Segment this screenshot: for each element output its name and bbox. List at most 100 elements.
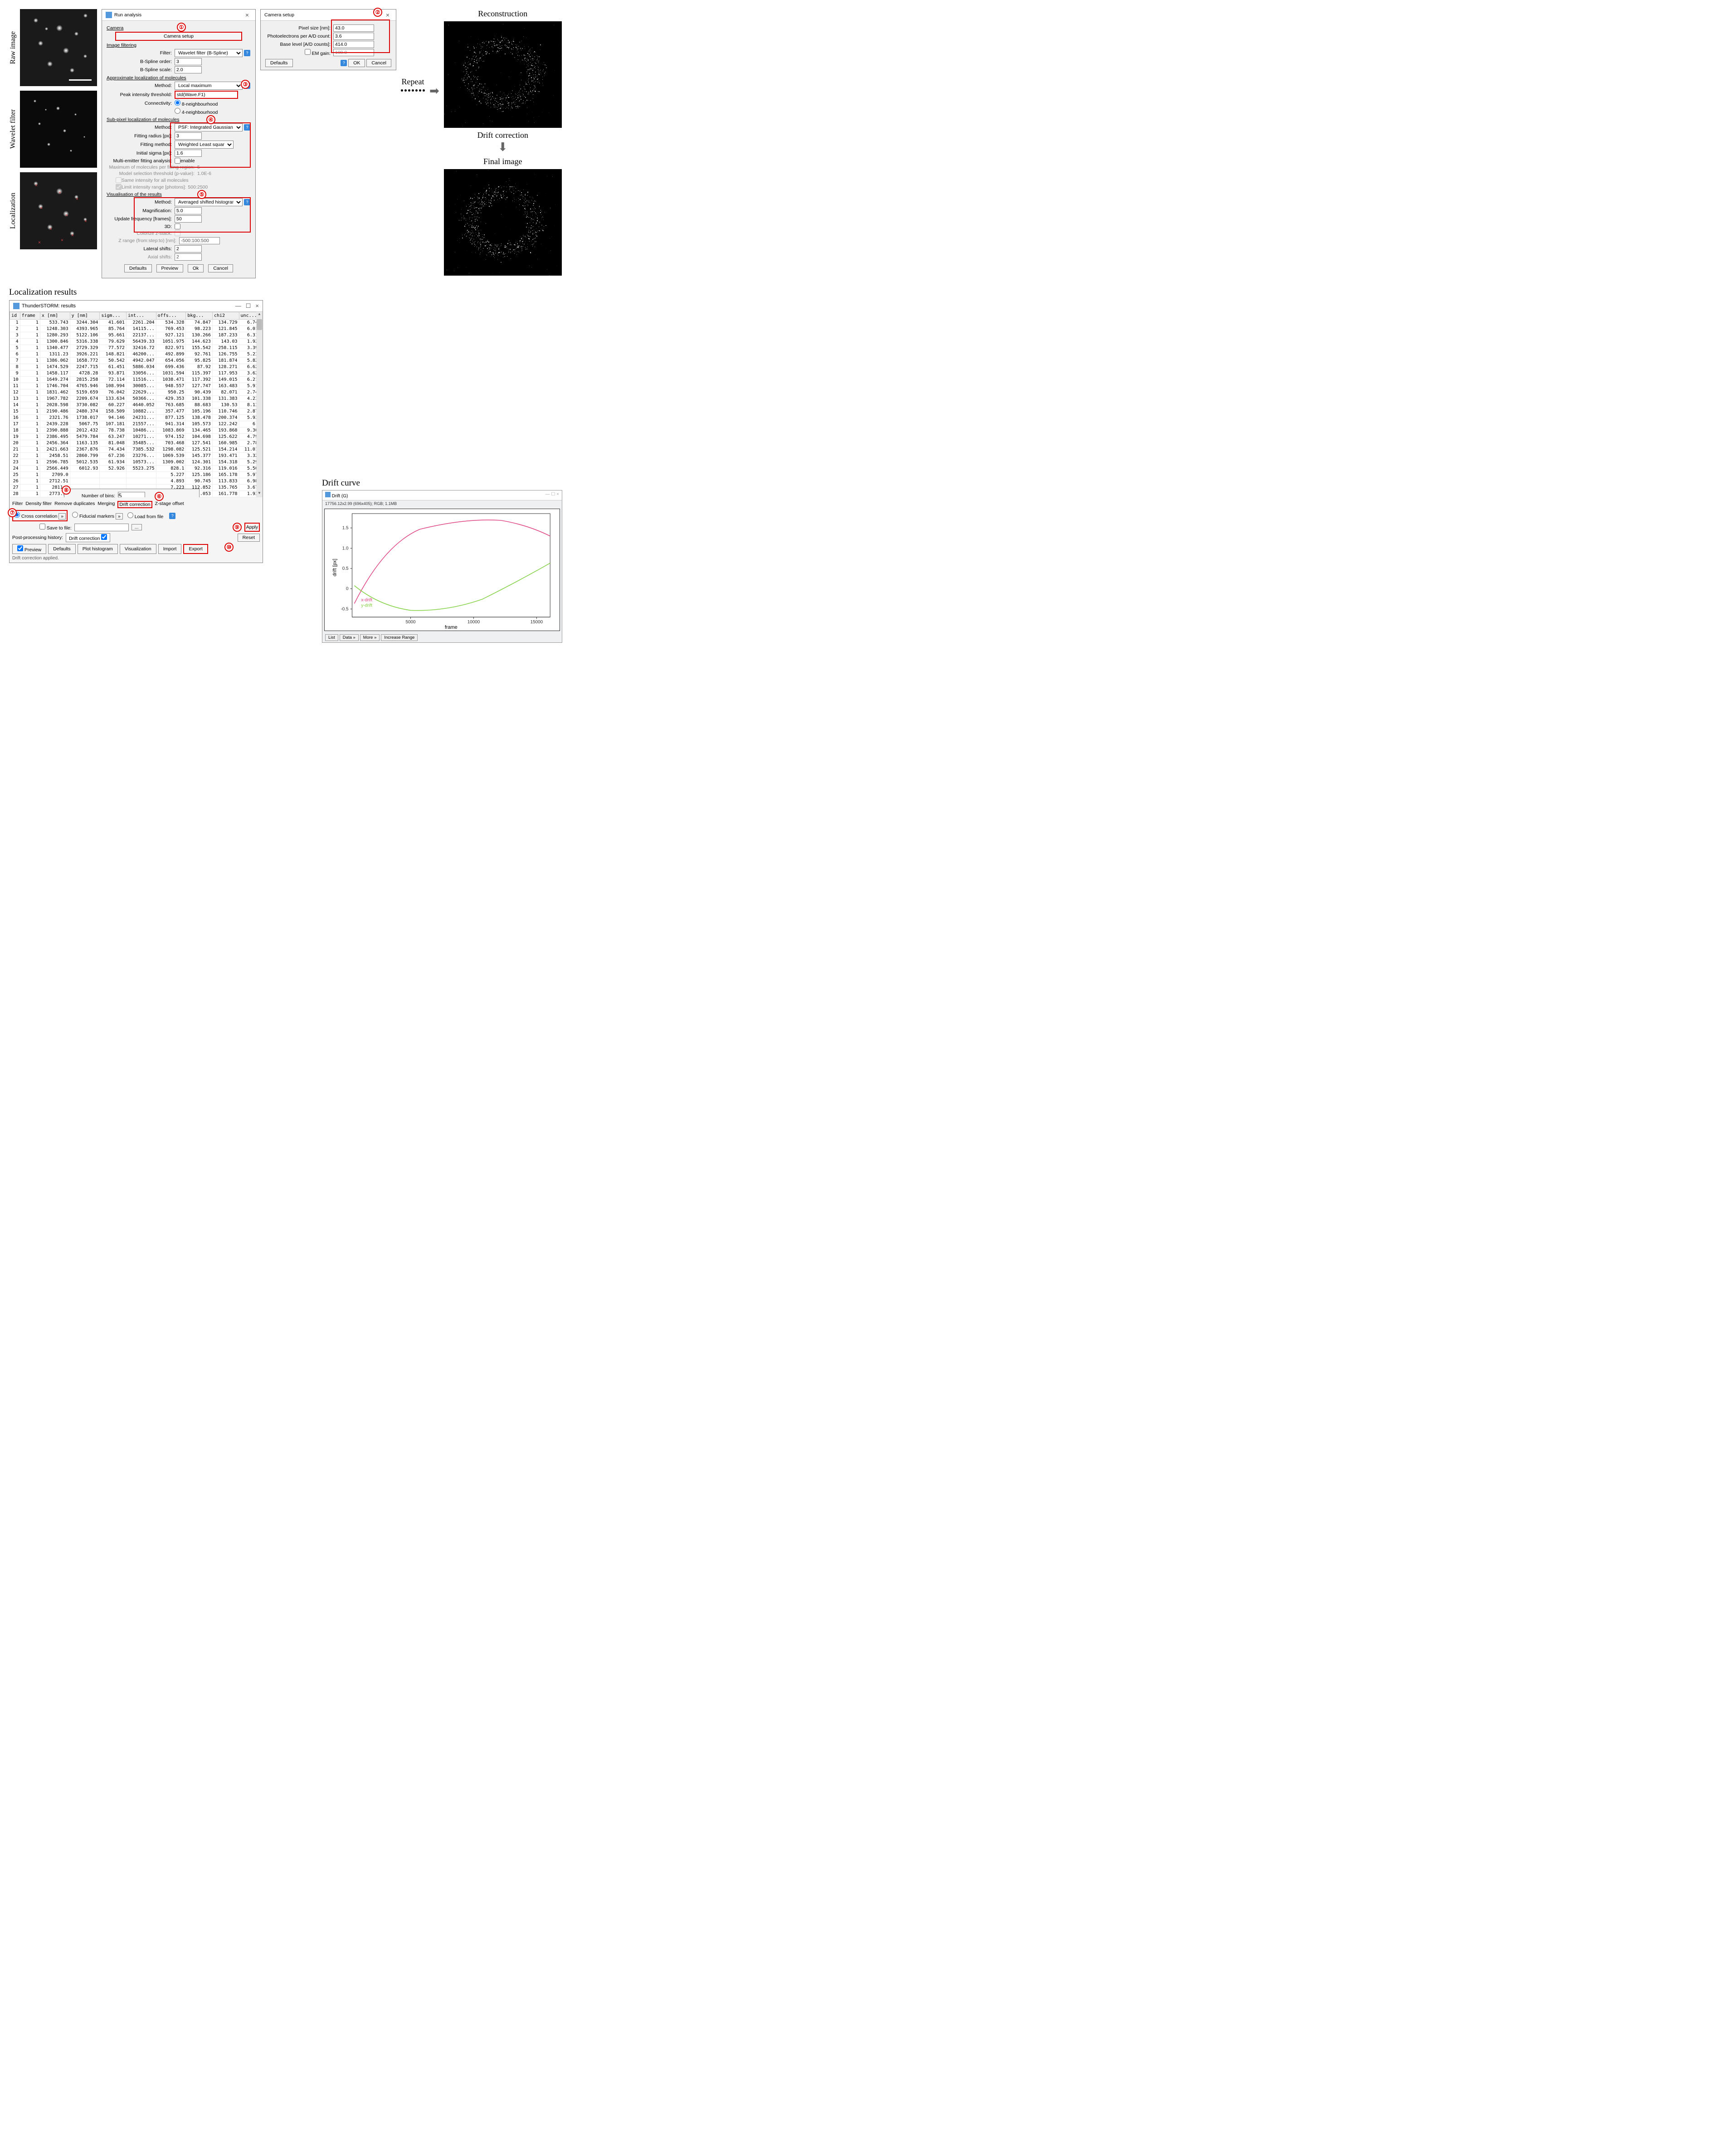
conn-8-radio[interactable] [175, 100, 180, 106]
scrollbar[interactable]: ▲ ▼ [256, 312, 263, 497]
camera-setup-button[interactable]: Camera setup [115, 32, 242, 41]
3d-checkbox[interactable] [175, 223, 180, 229]
column-header[interactable]: int... [126, 312, 156, 320]
list-button[interactable]: List [325, 634, 338, 641]
filter-select[interactable]: Wavelet filter (B-Spline) [175, 49, 243, 57]
plot-histogram-button[interactable]: Plot histogram [78, 544, 118, 554]
table-row[interactable]: 311280.2935122.10695.66122137...927.1211… [10, 332, 263, 339]
scroll-thumb[interactable] [257, 319, 262, 330]
conn-4-radio[interactable] [175, 108, 180, 114]
data--button[interactable]: Data » [340, 634, 359, 641]
minimize-icon[interactable]: — [545, 492, 550, 497]
approx-method-select[interactable]: Local maximum [175, 82, 243, 90]
radius-input[interactable] [175, 132, 202, 140]
table-row[interactable]: 1111746.7044765.946108.99430085...948.55… [10, 383, 263, 389]
column-header[interactable]: frame [20, 312, 40, 320]
table-row[interactable]: 1211831.4625159.65976.04222629...950.259… [10, 389, 263, 396]
help-icon[interactable]: ? [244, 50, 250, 56]
cross-corr-expand-button[interactable]: » [58, 513, 66, 520]
mag-input[interactable] [175, 207, 202, 214]
pixel-input[interactable] [333, 24, 374, 32]
column-header[interactable]: x [nm] [40, 312, 70, 320]
close-icon[interactable]: × [255, 302, 259, 310]
help-icon[interactable]: ? [341, 60, 347, 66]
help-icon[interactable]: ? [244, 199, 250, 205]
table-row[interactable]: 2112421.6632367.87674.4347385.5321298.08… [10, 447, 263, 453]
base-input[interactable] [333, 41, 374, 48]
table-row[interactable]: 2612712.514.89390.745113.8336.983 [10, 478, 263, 485]
table-row[interactable]: 1612321.761738.01794.14624231...877.1251… [10, 415, 263, 421]
tab-filter[interactable]: Filter [12, 501, 23, 508]
fiducial-expand-button[interactable]: » [116, 513, 123, 520]
import-button[interactable]: Import [158, 544, 182, 554]
minimize-icon[interactable]: — [235, 302, 241, 310]
preview-button[interactable]: Preview [12, 544, 46, 554]
visualization-button[interactable]: Visualization [120, 544, 156, 554]
scroll-down-icon[interactable]: ▼ [256, 491, 263, 497]
vis-method-select[interactable]: Averaged shifted histograms [175, 198, 243, 206]
bins-input[interactable] [118, 492, 145, 497]
defaults-button[interactable]: Defaults [124, 264, 152, 272]
history-checkbox[interactable] [101, 534, 107, 540]
table-row[interactable]: 1412028.5983730.08260.2274640.052763.685… [10, 402, 263, 408]
bspline-scale-input[interactable] [175, 66, 202, 73]
export-button[interactable]: Export [183, 544, 208, 554]
apply-button[interactable]: Apply [244, 523, 260, 532]
close-icon[interactable]: × [556, 492, 559, 497]
table-row[interactable]: 2312596.7855012.53561.93410573...1309.00… [10, 459, 263, 466]
more--button[interactable]: More » [360, 634, 380, 641]
multi-checkbox[interactable] [175, 158, 180, 164]
help-icon[interactable]: ? [244, 124, 250, 131]
table-row[interactable]: 1512190.4862480.374158.50910882...357.47… [10, 408, 263, 415]
table-row[interactable]: 1011649.2742815.25872.11411516...1038.47… [10, 377, 263, 383]
column-header[interactable]: sigm... [100, 312, 127, 320]
sigma-input[interactable] [175, 150, 202, 157]
preview-button[interactable]: Preview [156, 264, 183, 272]
column-header[interactable]: offs... [156, 312, 186, 320]
cam-cancel-button[interactable]: Cancel [366, 59, 391, 67]
defaults-button[interactable]: Defaults [48, 544, 76, 554]
close-icon[interactable]: × [245, 11, 252, 19]
photo-input[interactable] [333, 33, 374, 40]
scroll-up-icon[interactable]: ▲ [256, 312, 263, 318]
freq-input[interactable] [175, 215, 202, 223]
help-icon[interactable]: ? [169, 513, 175, 519]
increase-range-button[interactable]: Increase Range [381, 634, 418, 641]
column-header[interactable]: bkg... [186, 312, 213, 320]
save-path-input[interactable] [74, 524, 129, 531]
lat-input[interactable] [175, 245, 202, 253]
tab-z-stage-offset[interactable]: Z-stage offset [155, 501, 184, 508]
table-row[interactable]: 211248.3034393.96585.76414115...769.4539… [10, 326, 263, 332]
table-row[interactable]: 511340.4772729.32977.57232416.72822.9711… [10, 345, 263, 351]
cam-defaults-button[interactable]: Defaults [265, 59, 293, 67]
em-checkbox[interactable] [305, 49, 311, 55]
maximize-icon[interactable]: ☐ [246, 302, 251, 310]
cam-ok-button[interactable]: OK [348, 59, 365, 67]
fitmethod-select[interactable]: Weighted Least squares [175, 141, 234, 149]
column-header[interactable]: id [10, 312, 20, 320]
tab-merging[interactable]: Merging [97, 501, 115, 508]
column-header[interactable]: chi2 [212, 312, 239, 320]
table-row[interactable]: 2512709.05.227125.186165.1785.977 [10, 472, 263, 478]
ok-button[interactable]: Ok [188, 264, 204, 272]
table-row[interactable]: 1311967.7822209.674133.63450366...429.35… [10, 396, 263, 402]
table-row[interactable]: 711386.0621658.77250.5424942.047654.0569… [10, 358, 263, 364]
table-row[interactable]: 1912386.4955479.78463.24710271...974.152… [10, 434, 263, 440]
table-row[interactable]: 2212458.512860.79967.23623276...1069.539… [10, 453, 263, 459]
table-row[interactable]: 911458.1174728.2893.87133056...1031.5941… [10, 370, 263, 377]
table-row[interactable]: 1812390.8882012.43278.73810486...1083.86… [10, 427, 263, 434]
column-header[interactable]: y [nm] [70, 312, 100, 320]
bspline-order-input[interactable] [175, 58, 202, 65]
table-row[interactable]: 1712439.2285067.75107.18121557...941.314… [10, 421, 263, 427]
table-row[interactable]: 811474.5292247.71561.4515886.034699.4368… [10, 364, 263, 370]
tab-density-filter[interactable]: Density filter [25, 501, 52, 508]
subpixel-method-select[interactable]: PSF: Integrated Gaussian [175, 123, 243, 131]
browse-button[interactable]: ... [131, 524, 142, 530]
maximize-icon[interactable]: ☐ [551, 492, 555, 497]
table-row[interactable]: 611311.233926.221148.82146200...492.8999… [10, 351, 263, 358]
reset-button[interactable]: Reset [238, 534, 260, 542]
loadfile-radio[interactable] [127, 512, 133, 518]
thresh-input[interactable] [175, 91, 238, 99]
table-row[interactable]: 11533.7433244.30441.6012261.204534.32874… [10, 320, 263, 326]
table-row[interactable]: 2012456.3641163.13581.04835485...703.468… [10, 440, 263, 447]
